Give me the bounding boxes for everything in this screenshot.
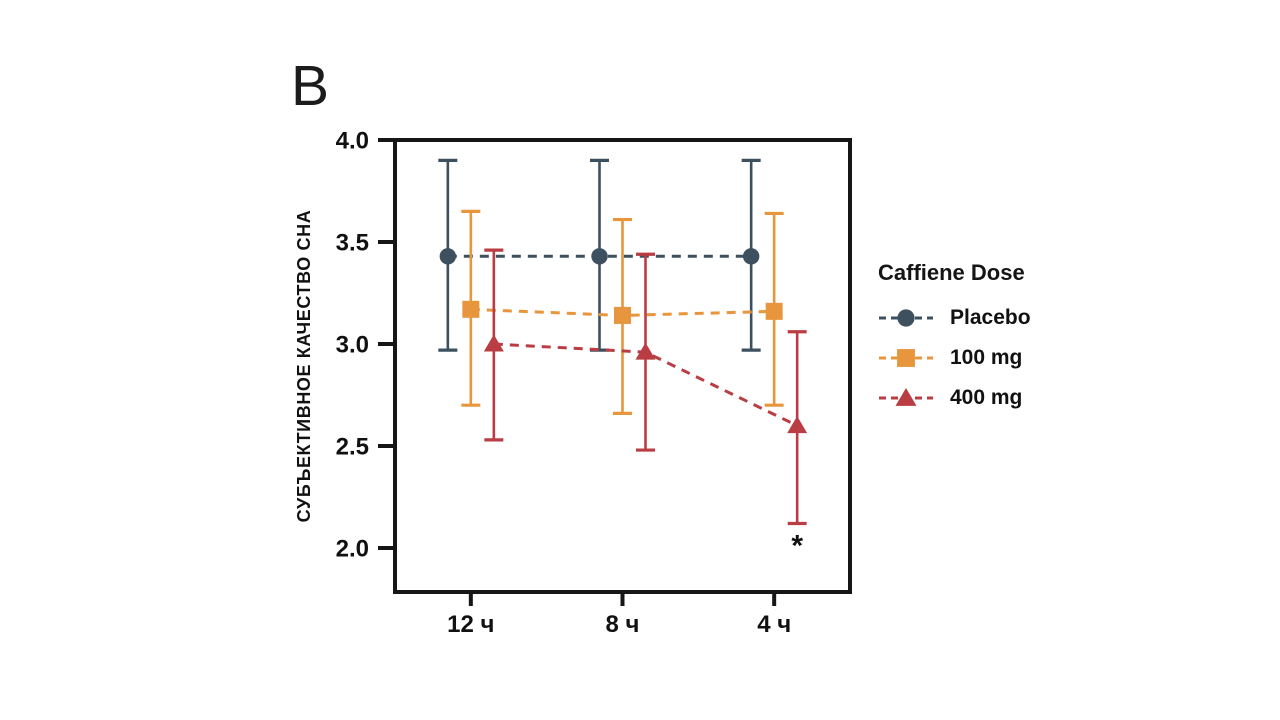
- legend-title: Caffiene Dose: [878, 260, 1025, 285]
- svg-text:12 ч: 12 ч: [447, 611, 494, 638]
- y-axis-title: СУБЪЕКТИВНОЕ КАЧЕСТВО СНА: [294, 210, 314, 523]
- svg-text:2.5: 2.5: [336, 434, 369, 461]
- svg-text:3.0: 3.0: [336, 332, 369, 359]
- legend-label-400mg: 400 mg: [950, 386, 1023, 409]
- legend-label-placebo: Placebo: [950, 306, 1031, 329]
- legend-item-100mg: 100 mg: [878, 338, 1031, 378]
- legend-item-400mg: 400 mg: [878, 378, 1031, 418]
- annotations: *: [791, 530, 803, 563]
- legend-marker-100mg-icon: [879, 349, 933, 367]
- axis-ticks: 4.0 3.5 3.0 2.5 2.0 12 ч 8 ч 4 ч: [336, 128, 792, 639]
- legend-label-100mg: 100 mg: [950, 346, 1023, 369]
- svg-text:8 ч: 8 ч: [606, 611, 640, 638]
- svg-text:2.0: 2.0: [336, 536, 369, 563]
- svg-text:*: *: [791, 530, 803, 563]
- svg-text:3.5: 3.5: [336, 230, 369, 257]
- panel-label: B: [291, 54, 330, 118]
- svg-text:4 ч: 4 ч: [757, 611, 791, 638]
- legend-marker-400mg-icon: [879, 388, 933, 406]
- svg-text:4.0: 4.0: [336, 128, 369, 155]
- legend: Caffiene Dose Placebo 100 mg 400 mg: [878, 260, 1031, 418]
- data-series: [438, 158, 808, 526]
- legend-item-placebo: Placebo: [878, 298, 1031, 338]
- legend-marker-placebo-icon: [879, 309, 933, 327]
